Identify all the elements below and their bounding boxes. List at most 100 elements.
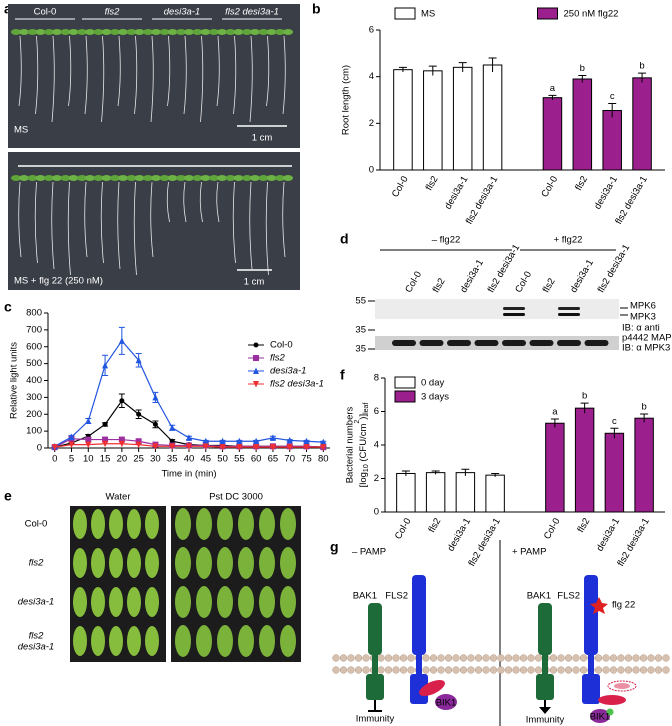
point <box>253 342 259 348</box>
leaf <box>143 175 153 181</box>
lipid <box>557 654 565 662</box>
leaf <box>217 508 233 540</box>
lipid <box>647 654 655 662</box>
significance-letter: a <box>552 407 558 418</box>
leaf <box>280 625 296 657</box>
panel-label: d <box>340 231 349 247</box>
leaf <box>238 586 254 618</box>
root <box>84 181 88 258</box>
leaf <box>242 29 252 35</box>
bar <box>572 78 593 171</box>
leaf <box>258 175 269 181</box>
leaf <box>145 587 159 617</box>
lipid <box>489 666 498 674</box>
root <box>150 35 154 123</box>
y-axis-label-part: )] <box>358 414 369 420</box>
lane-label: fls2 <box>431 276 448 294</box>
root <box>282 181 286 258</box>
lipid <box>362 666 370 674</box>
point <box>253 381 259 388</box>
leaf <box>68 29 79 35</box>
lipid <box>609 654 618 662</box>
error-bar <box>640 413 649 423</box>
y-axis-label-part: 2 <box>354 420 361 424</box>
lipid <box>549 666 558 674</box>
root <box>183 35 187 115</box>
fls2-receptor <box>412 575 426 655</box>
root <box>265 181 269 276</box>
root <box>51 35 55 123</box>
error-bar <box>638 72 647 83</box>
size-marker: 35 <box>355 344 366 355</box>
lipid <box>422 654 430 662</box>
leaf <box>250 175 260 181</box>
lipid <box>579 654 588 662</box>
band <box>392 340 416 346</box>
treatment-label: + flg22 <box>554 235 583 246</box>
band <box>503 307 525 310</box>
x-tick-label: 10 <box>83 454 94 465</box>
lipid <box>354 654 363 662</box>
membrane <box>332 654 670 674</box>
bar <box>632 77 652 171</box>
lipid <box>437 654 445 662</box>
bar <box>425 472 446 513</box>
lipid <box>609 666 618 674</box>
error-bar <box>431 470 440 475</box>
treatment-label: – flg22 <box>432 235 461 246</box>
lipid <box>437 666 445 674</box>
bar <box>604 432 625 513</box>
point <box>135 441 142 449</box>
root <box>200 35 204 123</box>
significance-letter: b <box>582 391 587 402</box>
leaf <box>73 626 87 656</box>
leaf <box>73 509 87 539</box>
lipid <box>504 666 513 674</box>
significance-letter: b <box>639 61 644 72</box>
significance-letter: a <box>550 83 556 94</box>
root <box>101 35 105 123</box>
leaf <box>200 29 211 35</box>
row-label: fls2 <box>29 558 45 569</box>
y-axis-label: Bacterial numbers <box>345 406 356 483</box>
leaf <box>11 175 21 181</box>
blot-label: IB: α anti <box>622 323 660 334</box>
lipid <box>354 666 363 674</box>
panel-label: b <box>312 1 321 17</box>
leaf <box>52 29 62 35</box>
point <box>135 438 142 445</box>
fls2-kinase <box>582 674 600 704</box>
lipid <box>602 654 610 662</box>
leaf <box>217 586 233 618</box>
lipid <box>407 654 415 662</box>
y-tick-label: 0 <box>369 165 374 176</box>
root <box>183 181 187 223</box>
x-tick-label: 15 <box>100 454 111 465</box>
leaf <box>145 509 159 539</box>
bik1 <box>590 709 610 723</box>
leaf <box>11 29 21 35</box>
error-bar <box>608 103 617 118</box>
point <box>152 443 159 450</box>
root <box>68 35 72 107</box>
lipid <box>654 666 663 674</box>
leaf <box>93 29 104 35</box>
lipid <box>662 666 670 674</box>
leaf <box>52 175 62 181</box>
point <box>118 337 125 344</box>
protein-label: BAK1 <box>527 591 551 602</box>
y-tick-label: 6 <box>374 406 379 417</box>
point <box>118 436 125 443</box>
leaf <box>196 508 212 540</box>
y-axis-label-part: [log <box>358 472 369 487</box>
root <box>232 181 236 264</box>
panel-label: f <box>340 367 345 383</box>
lipid <box>467 666 475 674</box>
error-bar <box>398 66 407 72</box>
panel-label: e <box>4 488 12 504</box>
leaf <box>109 626 123 656</box>
point <box>269 444 276 451</box>
leaf <box>91 548 105 578</box>
lipid <box>579 666 588 674</box>
